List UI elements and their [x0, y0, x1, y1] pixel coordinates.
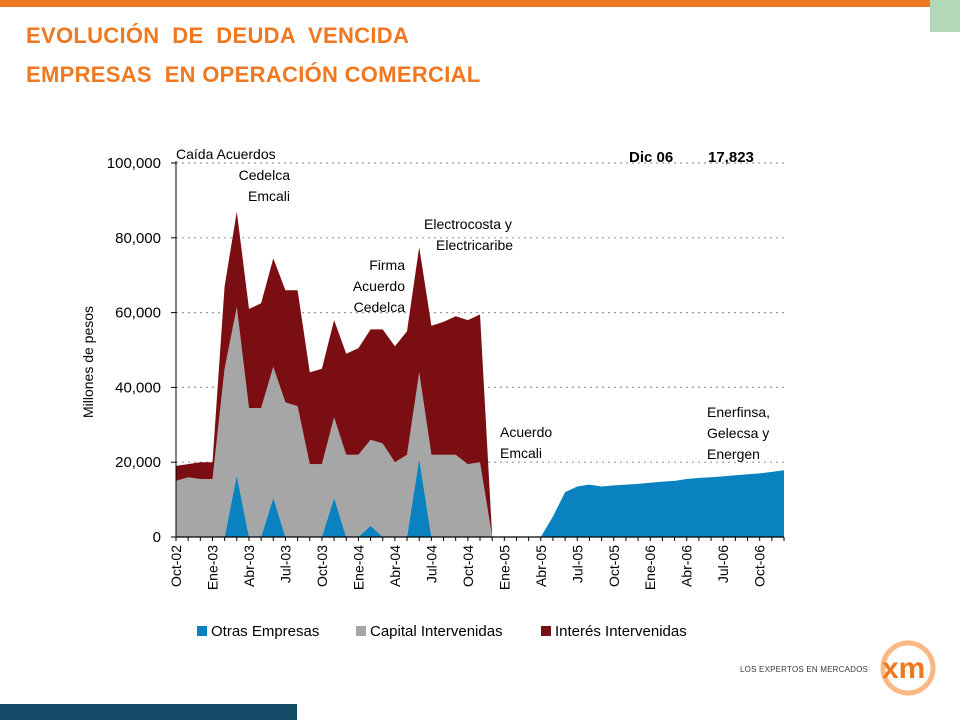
x-tick-labels: Oct-02 Ene-03 Abr-03 Jul-03 Oct-03 Ene-04 Abr-…: [168, 545, 768, 590]
xm-logo: xm: [880, 640, 936, 696]
annotation-text: Cedelca: [354, 299, 406, 315]
y-axis-label: Millones de pesos: [80, 306, 96, 418]
y-tick-label: 100,000: [107, 155, 161, 172]
x-tick-label: Ene-05: [496, 545, 512, 590]
annotation-text: Acuerdo: [353, 278, 405, 294]
x-tick-label: Abr-04: [387, 545, 403, 587]
latest-label: Dic 06: [629, 149, 673, 166]
top-accent-bar: [0, 0, 930, 7]
x-tick-label: Ene-06: [642, 545, 658, 590]
x-tick-label: Oct-05: [606, 545, 622, 587]
y-tick-label: 60,000: [115, 305, 161, 322]
y-tick-label: 0: [153, 529, 161, 546]
y-tick-labels: 0 20,000 40,000 60,000 80,000 100,000: [107, 155, 161, 546]
x-tick-label: Jul-04: [423, 545, 439, 583]
annotation-text: Energen: [707, 446, 760, 462]
x-tick-label: Oct-02: [168, 545, 184, 587]
latest-value: 17,823: [708, 149, 754, 166]
x-tick-label: Jul-06: [715, 545, 731, 583]
annotation-text: Firma: [369, 257, 405, 273]
x-tick-label: Oct-03: [314, 545, 330, 587]
annotation-text: Caída Acuerdos: [176, 146, 276, 162]
annotation-text: Enerfinsa,: [707, 404, 770, 420]
logo-name: xm: [882, 652, 925, 685]
page-title-line2: EMPRESAS EN OPERACIÓN COMERCIAL: [26, 62, 481, 87]
y-tick-label: 40,000: [115, 379, 161, 396]
area-inter-s-intervenidas: [176, 211, 784, 537]
x-tick-label: Oct-04: [460, 545, 476, 587]
annotations: Caída Acuerdos Cedelca Emcali Firma Acuerdo C…: [176, 146, 770, 462]
logo-ring: [880, 640, 936, 696]
annotation-text: Emcali: [500, 445, 542, 461]
x-tick-label: Jul-05: [569, 545, 585, 583]
annotation-text: Cedelca: [239, 167, 291, 183]
annotation-text: Electrocosta y: [424, 216, 512, 232]
legend-label: Interés Intervenidas: [555, 623, 687, 640]
area-capital-intervenidas: [176, 307, 784, 537]
legend-swatch: [197, 626, 207, 636]
annotation-text: Acuerdo: [500, 424, 552, 440]
footer-bar: [0, 704, 297, 720]
x-tick-label: Abr-05: [533, 545, 549, 587]
y-tick-label: 80,000: [115, 230, 161, 247]
annotation-text: Electricaribe: [436, 237, 513, 253]
annotation-text: Emcali: [248, 188, 290, 204]
x-tick-label: Abr-03: [241, 545, 257, 587]
legend: Otras Empresas Capital Intervenidas Interé…: [197, 623, 687, 640]
latest-value-readout: Dic 06 17,823: [629, 149, 754, 166]
y-tick-label: 20,000: [115, 454, 161, 471]
legend-swatch: [356, 626, 366, 636]
x-tick-label: Abr-06: [679, 545, 695, 587]
logo-tagline: LOS EXPERTOS EN MERCADOS: [740, 665, 869, 674]
corner-accent-box: [930, 0, 960, 32]
annotation-text: Gelecsa y: [707, 425, 769, 441]
x-tick-label: Ene-04: [350, 545, 366, 590]
area-otras-empresas: [176, 458, 784, 537]
legend-label: Otras Empresas: [211, 623, 319, 640]
x-tick-label: Jul-03: [277, 545, 293, 583]
x-tick-label: Ene-03: [205, 545, 221, 590]
legend-swatch: [541, 626, 551, 636]
area-series: [176, 211, 784, 537]
page-title-line1: EVOLUCIÓN DE DEUDA VENCIDA: [26, 23, 410, 48]
axes: [171, 161, 785, 541]
legend-label: Capital Intervenidas: [370, 623, 503, 640]
x-tick-label: Oct-06: [752, 545, 768, 587]
